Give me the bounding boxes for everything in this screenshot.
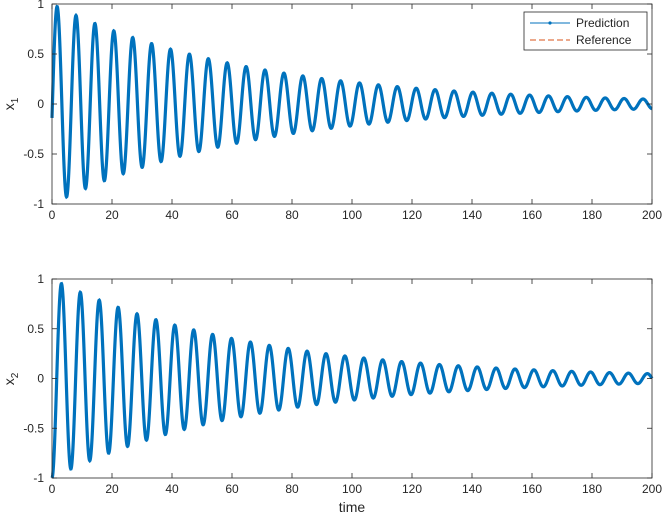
x1-xtick-label: 180	[582, 208, 602, 222]
x1-xtick-label: 0	[49, 208, 56, 222]
x1-ytick-label: -0.5	[23, 147, 44, 161]
x2-ytick-label: 0.5	[27, 322, 44, 336]
x2-xtick-labels: 0 20 40 60 80 100 120 140 160 180 200	[49, 482, 663, 496]
legend-prediction-label: Prediction	[576, 16, 629, 30]
x1-xtick-label: 100	[342, 208, 362, 222]
x2-ylabel: x2	[1, 372, 21, 385]
x2-ytick-marks	[52, 278, 652, 479]
x2-prediction-line	[50, 281, 654, 479]
x2-xtick-label: 20	[105, 482, 119, 496]
x2-xtick-label: 100	[342, 482, 362, 496]
x2-xtick-label: 40	[165, 482, 179, 496]
x1-ytick-label: 1	[37, 0, 44, 11]
x1-xtick-label: 80	[285, 208, 299, 222]
subplot-x1: 0 20 40 60 80 100 120 140 160 180 200 -1-0.500.51 …	[1, 0, 662, 222]
x1-ytick-labels: -1 -0.5 0 0.5 1	[23, 0, 44, 211]
legend-reference-label: Reference	[576, 33, 632, 47]
legend-prediction-marker	[548, 21, 552, 25]
x2-xtick-label: 160	[522, 482, 542, 496]
x2-ytick-label: 1	[37, 272, 44, 286]
x1-xtick-marks	[51, 4, 653, 204]
x1-xtick-label: 140	[462, 208, 482, 222]
x2-xtick-label: 180	[582, 482, 602, 496]
x2-ylabel-sub: 2	[10, 372, 21, 378]
x2-ytick-labels: -1 -0.5 0 0.5 1	[23, 272, 44, 485]
subplot-x2: 0 20 40 60 80 100 120 140 160 180 200 -1-0.500.51 …	[1, 272, 662, 515]
x1-ytick-label: 0	[37, 97, 44, 111]
x1-xtick-label: 20	[105, 208, 119, 222]
x1-ytick-marks	[52, 3, 652, 205]
legend: Prediction Reference	[523, 11, 648, 51]
x1-ytick-label: -1	[33, 197, 44, 211]
x1-xtick-label: 120	[402, 208, 422, 222]
x2-xtick-label: 200	[642, 482, 662, 496]
legend-box	[523, 11, 648, 51]
x2-xtick-label: 140	[462, 482, 482, 496]
x1-ylabel-sub: 1	[10, 97, 21, 103]
x1-xtick-labels: 0 20 40 60 80 100 120 140 160 180 200	[49, 208, 663, 222]
x1-xtick-label: 200	[642, 208, 662, 222]
x2-ytick-label: -0.5	[23, 421, 44, 435]
x1-ylabel: x1	[1, 97, 21, 110]
x1-prediction-line	[50, 4, 653, 200]
x2-xtick-label: 80	[285, 482, 299, 496]
x1-ylabel-main: x	[1, 103, 17, 110]
x2-xtick-label: 0	[49, 482, 56, 496]
x2-data-lines	[50, 281, 654, 479]
x2-xtick-marks	[51, 279, 653, 478]
x1-data-lines	[50, 4, 653, 200]
x1-xtick-label: 40	[165, 208, 179, 222]
x1-xtick-label: 160	[522, 208, 542, 222]
x2-xtick-label: 120	[402, 482, 422, 496]
x1-xtick-label: 60	[225, 208, 239, 222]
x1-ytick-label: 0.5	[27, 47, 44, 61]
x2-ytick-label: 0	[37, 372, 44, 386]
x2-xtick-label: 60	[225, 482, 239, 496]
x2-ytick-label: -1	[33, 471, 44, 485]
x2-xlabel: time	[339, 499, 366, 515]
x2-ylabel-main: x	[1, 378, 17, 385]
